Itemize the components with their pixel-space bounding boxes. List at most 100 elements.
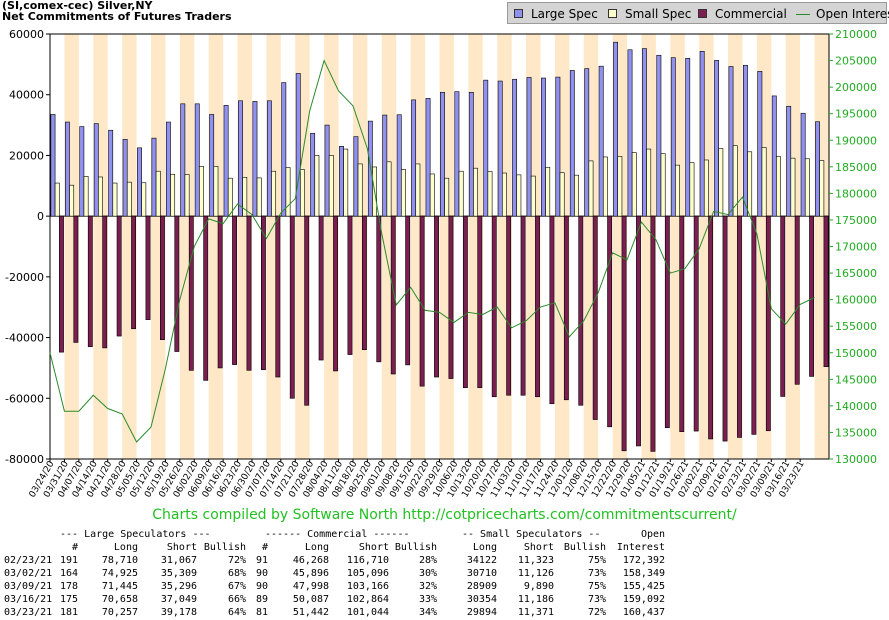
small-spec-bar — [242, 176, 248, 217]
row-value: 101,044 — [346, 607, 390, 618]
small-spec-bar — [112, 182, 118, 217]
legend-label: Large Spec — [531, 7, 598, 21]
right-axis-tick-label: 140000 — [835, 400, 877, 413]
title-line-2: Net Commitments of Futures Traders — [2, 10, 232, 23]
commercial-bar — [434, 215, 439, 378]
legend-label: Open Interest — [816, 7, 889, 21]
large-spec-bar — [353, 136, 359, 217]
commercial-bar — [102, 215, 108, 349]
large-spec-bar — [627, 49, 633, 217]
chart-title: (SI,comex-cec) Silver,NY Net Commitments … — [2, 0, 232, 22]
row-value: 78,710 — [101, 555, 138, 566]
row-value: 160,437 — [622, 607, 666, 618]
small-spec-bar — [184, 174, 190, 217]
commercial-bar — [390, 215, 396, 375]
commercial-bar — [592, 215, 598, 420]
row-value: 159,092 — [622, 594, 666, 605]
row-value: 164 — [59, 568, 78, 579]
small-spec-bar — [98, 176, 103, 217]
large-spec-bar — [209, 114, 215, 217]
small-spec-bar — [300, 169, 305, 217]
large-spec-bar — [468, 91, 474, 217]
row-value: 155,425 — [622, 581, 666, 592]
row-value: 102,864 — [346, 594, 390, 605]
large-spec-bar — [670, 57, 676, 217]
large-spec-bar — [512, 78, 518, 217]
small-spec-group-header: -- Small Speculators -- — [462, 529, 601, 540]
large-spec-bar — [454, 91, 460, 217]
small-spec-bar — [545, 166, 551, 217]
commercial-bar — [737, 215, 742, 438]
row-value: 9,890 — [523, 581, 554, 592]
large-spec-bar — [93, 123, 99, 217]
large-spec-bar — [151, 137, 157, 217]
row-value: 70,658 — [101, 594, 138, 605]
summary-table: --- Large Speculators --- ------ Commerci… — [0, 528, 889, 619]
large-spec-bar — [295, 73, 301, 217]
row-value: 68% — [227, 568, 246, 579]
small-spec-bar — [530, 175, 536, 217]
row-value: 90 — [255, 581, 268, 592]
small-spec-bar — [256, 177, 262, 217]
commercial-bar — [361, 215, 367, 351]
small-spec-bar — [429, 173, 435, 217]
small-spec-bar — [804, 158, 810, 217]
row-date: 03/02/21 — [4, 568, 53, 579]
row-value: 70,257 — [101, 607, 138, 618]
commercial-bar — [318, 215, 324, 361]
small-spec-bar — [328, 155, 334, 217]
commercial-bar — [289, 215, 295, 399]
row-value: 181 — [59, 607, 78, 618]
row-date: 03/23/21 — [4, 607, 53, 618]
left-axis-tick-label: 0 — [37, 210, 44, 223]
row-value: 11,126 — [517, 568, 554, 579]
small-spec-bar — [386, 161, 392, 217]
row-value: 51,442 — [292, 607, 329, 618]
small-spec-bar — [631, 152, 637, 217]
large-spec-bar — [771, 95, 777, 217]
row-date: 03/16/21 — [4, 594, 53, 605]
small-spec-bar — [401, 169, 406, 217]
summary-row: 03/16/21 175 70,658 37,049 66% 89 50,087 102,86… — [0, 593, 889, 606]
row-value: 46,268 — [292, 555, 329, 566]
large-spec-bar — [122, 139, 128, 217]
large-spec-bar — [555, 76, 561, 217]
column-header: Bullish — [203, 542, 247, 553]
commercial-bar — [203, 215, 209, 381]
row-value: 175 — [59, 594, 78, 605]
small-spec-bar — [703, 159, 709, 217]
row-value: 34% — [418, 607, 437, 618]
row-value: 35,296 — [160, 581, 197, 592]
right-axis-tick-label: 185000 — [835, 161, 877, 174]
large-spec-bar — [800, 112, 806, 217]
large-spec-bar — [281, 82, 287, 217]
commercial-bar — [693, 215, 699, 432]
small-spec-bar — [343, 148, 349, 217]
commercial-bar — [260, 215, 266, 371]
large-spec-bar — [815, 121, 820, 217]
legend-label: Small Spec — [625, 7, 692, 21]
row-value: 30710 — [466, 568, 497, 579]
commercial-bar — [722, 215, 728, 442]
large-spec-bar — [656, 54, 662, 217]
left-axis-tick-label: 60000 — [9, 28, 44, 41]
small-spec-bar — [285, 167, 291, 217]
large-spec-bar — [223, 105, 229, 217]
row-value: 30% — [418, 568, 437, 579]
small-spec-bar — [141, 182, 147, 217]
commercial-bar — [491, 215, 497, 398]
small-spec-bar — [574, 174, 579, 217]
commercial-bar — [232, 215, 237, 365]
row-value: 35,309 — [160, 568, 197, 579]
commercial-bar — [145, 215, 151, 320]
small-spec-bar — [675, 164, 680, 217]
row-value: 45,896 — [292, 568, 329, 579]
large-spec-bar — [310, 132, 316, 217]
row-value: 105,096 — [346, 568, 390, 579]
commercial-bar — [506, 215, 512, 396]
large-spec-bar — [425, 98, 431, 217]
summary-group-header-row: --- Large Speculators --- ------ Commerci… — [0, 528, 889, 541]
column-header: Long — [113, 542, 138, 553]
commercial-bar — [275, 215, 281, 378]
row-value: 75% — [587, 555, 606, 566]
